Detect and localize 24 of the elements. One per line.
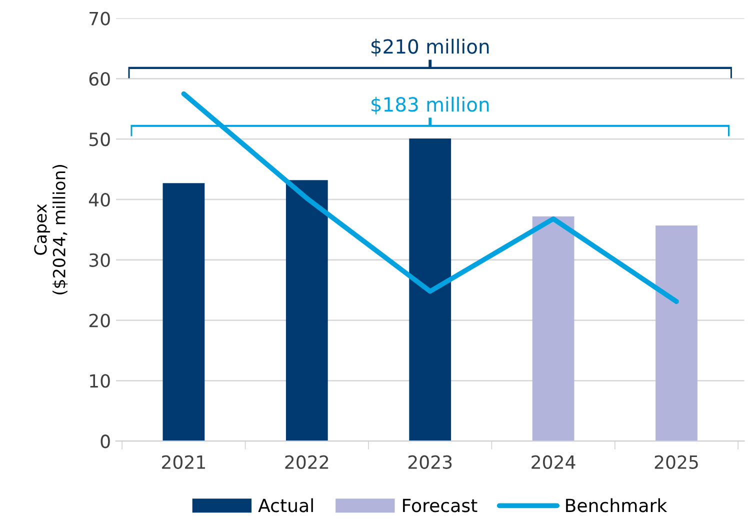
x-tick-label: 2021 <box>162 455 206 469</box>
annotation: $210 million <box>371 38 489 56</box>
y-tick-label: 20 <box>89 314 110 328</box>
legend-label: Benchmark <box>566 498 668 512</box>
bar <box>409 138 452 442</box>
x-tick-label: 2022 <box>285 455 328 469</box>
y-tick-label: 40 <box>88 192 110 207</box>
y-tick-label: 0 <box>100 434 110 448</box>
y-axis-title: Capex ($2024, million) <box>34 165 68 294</box>
x-tick-label: 2024 <box>532 455 576 469</box>
x-tick-label: 2023 <box>408 455 452 469</box>
y-tick-label: 10 <box>90 374 110 388</box>
legend-label: Actual <box>258 498 313 512</box>
y-tick-label: 30 <box>89 253 110 267</box>
bar <box>162 183 205 442</box>
legend-label: Forecast <box>403 498 478 512</box>
y-tick-label: 70 <box>90 12 110 26</box>
bar <box>656 225 698 442</box>
y-tick-label: 60 <box>89 72 110 86</box>
x-tick-label: 2025 <box>654 455 698 469</box>
bar <box>286 180 328 442</box>
bar <box>532 216 574 442</box>
y-tick-label: 50 <box>89 132 110 146</box>
annotation: $183 million <box>371 96 489 114</box>
